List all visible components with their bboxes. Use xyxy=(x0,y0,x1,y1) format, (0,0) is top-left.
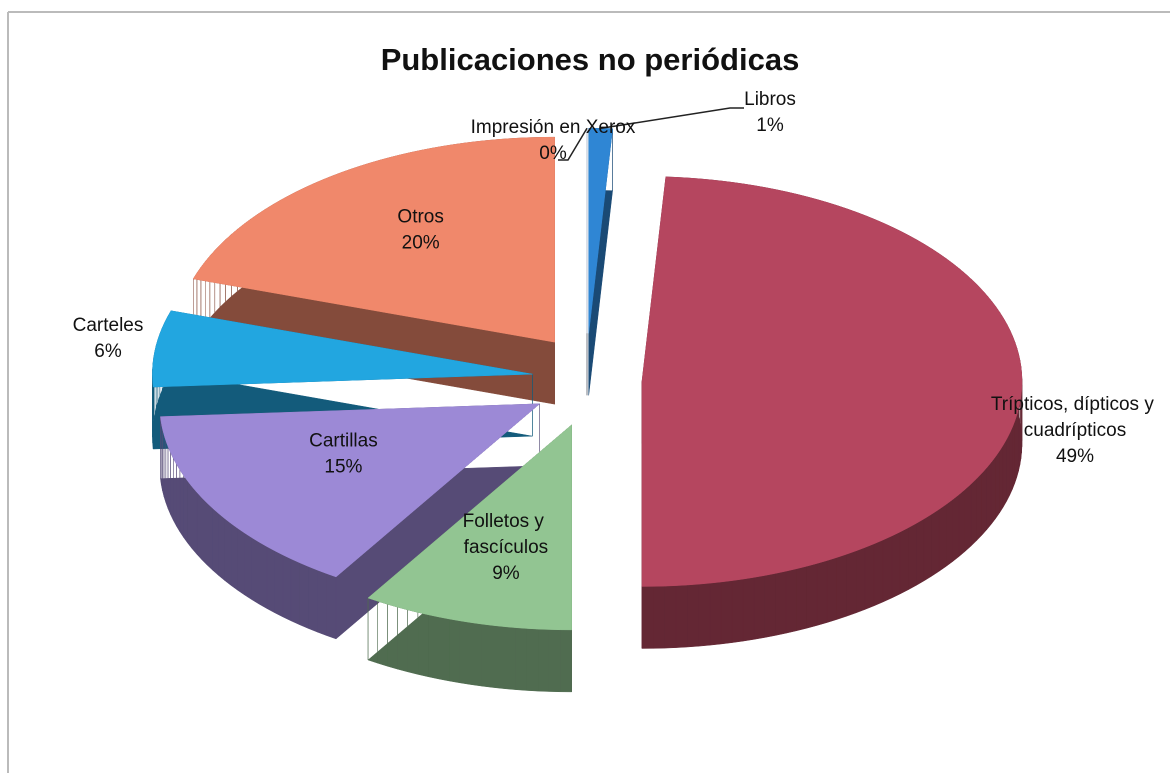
slice-label-line: Otros xyxy=(397,207,443,228)
slice-label-line: Carteles xyxy=(73,315,144,336)
slice-value-label: 6% xyxy=(94,341,122,362)
slice xyxy=(367,424,572,631)
slice-label: Impresión en Xerox xyxy=(471,117,636,138)
leader-line xyxy=(600,107,744,130)
slice-label-line: Impresión en Xerox xyxy=(471,117,636,138)
slice xyxy=(641,176,1023,587)
slice xyxy=(192,136,555,343)
slice-label: Trípticos, dípticos y cuadrípticos xyxy=(991,394,1159,441)
slice-value-label: 20% xyxy=(402,233,440,254)
slice-label: Libros xyxy=(744,89,796,110)
slice-value-label: 15% xyxy=(324,456,362,477)
chart-title: Publicaciones no periódicas xyxy=(381,42,800,77)
slice-label: Folletos y fascículos xyxy=(463,511,550,558)
leader-line xyxy=(558,127,588,161)
slice xyxy=(152,310,533,388)
slice-label: Cartillas xyxy=(309,430,378,451)
slice-label-line: Trípticos, dípticos y xyxy=(991,394,1159,415)
slice-label-line: Libros xyxy=(744,89,796,110)
slice-label-line: Folletos y xyxy=(463,511,550,532)
slice-label-line: Cartillas xyxy=(309,430,378,451)
slice-label: Carteles xyxy=(73,315,144,336)
slice-value-label: 0% xyxy=(539,143,567,164)
slice-value-label: 1% xyxy=(756,115,784,136)
slice-value-label: 49% xyxy=(1056,446,1094,467)
slice-label-line: fascículos xyxy=(464,537,548,558)
slice xyxy=(160,403,541,578)
slice-label: Otros xyxy=(397,207,443,228)
slice-label-line: cuadrípticos xyxy=(1024,420,1126,441)
slice xyxy=(588,128,613,334)
slice-value-label: 9% xyxy=(492,563,520,584)
